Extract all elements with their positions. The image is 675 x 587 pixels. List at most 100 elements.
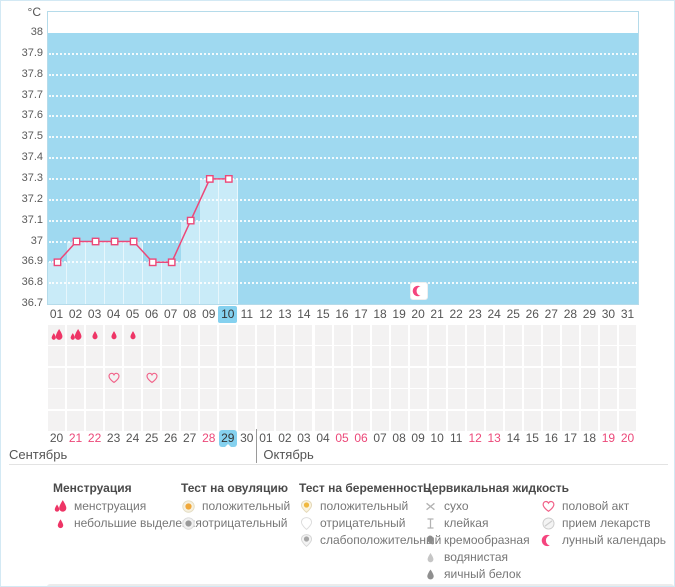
symbol-cell[interactable] [428,410,446,431]
symbol-cell[interactable] [276,346,294,367]
symbol-cell[interactable] [466,410,484,431]
symbol-cell[interactable] [257,325,275,345]
cycle-day-label[interactable]: 11 [240,307,254,321]
symbol-cell[interactable] [619,367,636,388]
calendar-date[interactable]: 30 [240,431,254,445]
cycle-day-label[interactable]: 27 [544,307,558,321]
symbol-cell[interactable] [181,325,199,345]
symbol-cell[interactable] [371,410,389,431]
symbol-cell[interactable] [409,346,427,367]
symbol-cell[interactable] [67,389,84,410]
symbol-cell[interactable] [48,367,65,388]
symbol-cell[interactable] [124,367,142,388]
symbol-cell[interactable] [504,325,522,345]
cycle-day-label[interactable]: 01 [49,307,64,321]
symbol-cell[interactable] [105,346,123,367]
symbol-cell[interactable] [352,325,370,345]
symbol-cell[interactable] [48,346,65,367]
calendar-date[interactable]: 06 [354,431,368,445]
symbol-cell[interactable] [428,367,446,388]
symbol-cell[interactable] [371,325,389,345]
calendar-date[interactable]: 16 [544,431,558,445]
symbol-cell[interactable] [86,410,104,431]
symbol-cell[interactable] [105,325,123,345]
calendar-date[interactable]: 04 [316,431,330,445]
symbol-cell[interactable] [124,346,142,367]
symbol-cell[interactable] [124,410,142,431]
lunar-calendar-marker[interactable] [410,282,429,300]
symbol-cell[interactable] [504,346,522,367]
symbol-cell[interactable] [333,325,351,345]
symbol-cell[interactable] [580,410,598,431]
symbol-cell[interactable] [143,410,161,431]
symbol-cell[interactable] [143,346,161,367]
symbol-cell[interactable] [219,367,237,388]
symbol-cell[interactable] [523,346,541,367]
calendar-date[interactable]: 12 [468,431,482,445]
calendar-date[interactable]: 03 [297,431,311,445]
symbol-cell[interactable] [181,367,199,388]
symbol-cell[interactable] [409,325,427,345]
calendar-date[interactable]: 24 [125,431,140,445]
symbol-cell[interactable] [314,389,332,410]
symbol-cell[interactable] [619,410,636,431]
symbol-cell[interactable] [333,367,351,388]
calendar-date[interactable]: 11 [449,431,463,445]
symbol-cell[interactable] [390,367,408,388]
symbol-cell[interactable] [200,410,218,431]
symbol-cell[interactable] [561,410,579,431]
symbol-cell[interactable] [371,389,389,410]
calendar-date[interactable]: 13 [487,431,501,445]
symbol-cell[interactable] [295,367,313,388]
calendar-date[interactable]: 26 [164,431,178,445]
cycle-day-label[interactable]: 24 [487,307,501,321]
symbol-cell[interactable] [599,367,617,388]
cycle-day-label[interactable]: 12 [259,307,273,321]
symbol-cell[interactable] [333,410,351,431]
symbol-cell[interactable] [48,325,65,345]
cycle-day-label[interactable]: 25 [506,307,520,321]
symbol-cell[interactable] [466,389,484,410]
symbol-cell[interactable] [390,410,408,431]
symbol-cell[interactable] [485,325,503,345]
symbol-cell[interactable] [561,367,579,388]
cycle-day-label[interactable]: 22 [449,307,463,321]
symbol-cell[interactable] [48,410,65,431]
symbol-cell[interactable] [67,325,84,345]
symbol-cell[interactable] [599,410,617,431]
cycle-day-label[interactable]: 13 [278,307,292,321]
symbol-cell[interactable] [295,346,313,367]
symbol-cell[interactable] [276,325,294,345]
symbol-cell[interactable] [219,410,237,431]
symbol-cell[interactable] [561,325,579,345]
cycle-day-label[interactable]: 23 [468,307,482,321]
symbol-cell[interactable] [238,389,256,410]
symbol-cell[interactable] [447,367,465,388]
symbol-cell[interactable] [105,389,123,410]
calendar-date[interactable]: 23 [106,431,121,445]
symbol-cell[interactable] [238,410,256,431]
symbol-cell[interactable] [542,410,560,431]
symbol-cell[interactable] [485,410,503,431]
symbol-cell[interactable] [200,367,218,388]
symbol-cell[interactable] [390,325,408,345]
symbol-cell[interactable] [619,325,636,345]
symbol-cell[interactable] [67,410,84,431]
symbol-cell[interactable] [86,367,104,388]
cycle-day-label[interactable]: 02 [68,307,83,321]
symbol-cell[interactable] [276,367,294,388]
symbol-cell[interactable] [485,389,503,410]
calendar-date[interactable]: 01 [259,431,273,445]
symbol-cell[interactable] [619,389,636,410]
symbol-cell[interactable] [86,346,104,367]
symbol-cell[interactable] [428,325,446,345]
symbol-cell[interactable] [580,325,598,345]
symbol-cell[interactable] [314,325,332,345]
symbol-cell[interactable] [333,346,351,367]
symbol-cell[interactable] [580,389,598,410]
symbol-cell[interactable] [409,410,427,431]
symbol-cell[interactable] [219,325,237,345]
symbol-cell[interactable] [86,389,104,410]
symbol-cell[interactable] [485,346,503,367]
symbol-cell[interactable] [485,367,503,388]
